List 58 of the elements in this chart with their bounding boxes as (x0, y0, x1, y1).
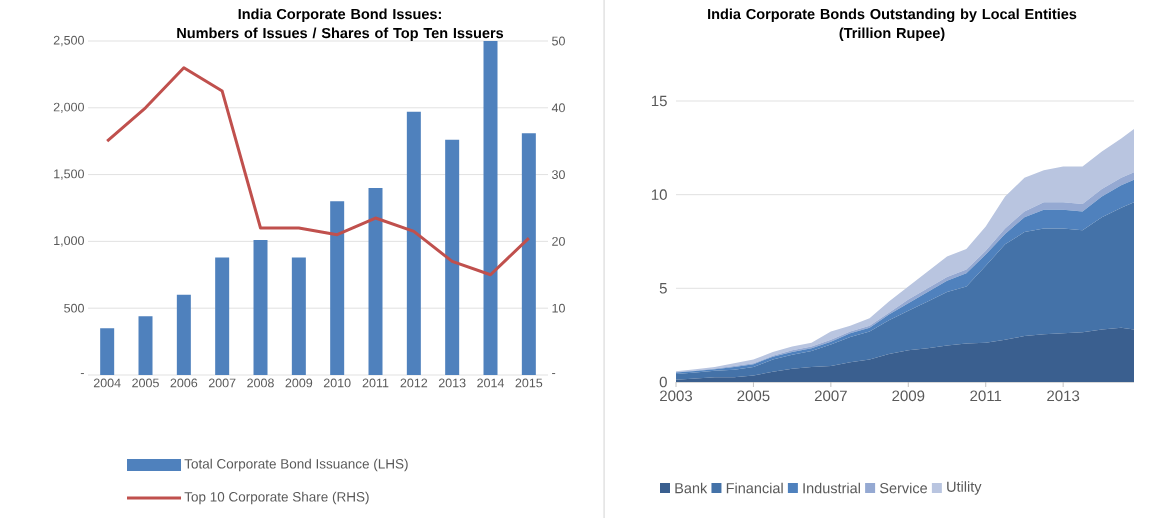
y-tick-label: 5 (659, 283, 667, 294)
bar (521, 133, 536, 375)
x-tick-label: 2009 (892, 390, 925, 402)
x-tick-label: 2006 (170, 378, 198, 388)
bar (368, 187, 383, 375)
y2-tick-label: 50 (552, 36, 565, 46)
bar (138, 316, 153, 375)
bar (253, 240, 268, 375)
x-tick-label: 2007 (814, 390, 847, 402)
chart-subtitle: Numbers of Issues / Shares of Top Ten Issuers (177, 27, 504, 42)
x-tick-label: 2014 (477, 378, 505, 388)
legend-label: Service (879, 482, 928, 494)
x-tick-label: 2011 (970, 390, 1002, 402)
x-tick-label: 2005 (132, 378, 159, 388)
y-tick-label: 2,000 (53, 102, 84, 113)
x-tick-label: 2009 (285, 378, 313, 388)
y2-tick-label: 10 (552, 303, 565, 313)
x-tick-label: 2005 (737, 390, 770, 402)
y-tick-label: 2,500 (53, 35, 84, 47)
bar (176, 294, 191, 375)
line-series (105, 66, 531, 277)
legend-label: Top 10 Corporate Share (RHS) (184, 491, 369, 505)
x-tick-label: 2003 (660, 390, 693, 402)
x-tick-label: 2012 (400, 378, 428, 388)
y-tick-label: 500 (64, 303, 84, 313)
x-tick-label: 2004 (93, 378, 121, 388)
bar (100, 328, 115, 375)
legend-label: Utility (947, 481, 982, 495)
legend-label: Bank (675, 482, 708, 494)
chart-subtitle: (Trillion Rupee) (839, 27, 945, 42)
y-tick-label: - (80, 373, 84, 375)
bar (330, 201, 345, 375)
chart-title: India Corporate Bonds Outstanding by Local Entities (708, 8, 1077, 23)
y-tick-label: 15 (651, 95, 667, 107)
x-tick-label: 2011 (362, 378, 389, 388)
x-tick-label: 2008 (247, 378, 274, 388)
legend-label: Financial (726, 482, 783, 494)
bar (406, 111, 421, 375)
legend-label: Total Corporate Bond Issuance (LHS) (184, 458, 408, 472)
bar (215, 257, 230, 375)
y-tick-label: 0 (659, 376, 667, 388)
y2-tick-label: 40 (551, 103, 565, 113)
bar (445, 139, 460, 375)
x-tick-label: 2010 (323, 378, 351, 388)
bar (291, 257, 306, 375)
legend-label: Industrial (803, 482, 860, 494)
x-tick-label: 2015 (515, 378, 543, 388)
y2-tick-label: 30 (552, 170, 565, 180)
x-tick-label: 2013 (438, 378, 466, 388)
bar (483, 40, 498, 375)
y2-tick-label: 20 (552, 236, 565, 246)
chart-title: India Corporate Bond Issues: (238, 8, 441, 23)
y-tick-label: 1,000 (54, 236, 84, 247)
y-tick-label: 1,500 (54, 169, 84, 180)
y2-tick-label: - (552, 373, 556, 375)
x-tick-label: 2007 (208, 378, 236, 388)
x-tick-label: 2013 (1047, 390, 1080, 402)
y-tick-label: 10 (651, 189, 667, 200)
